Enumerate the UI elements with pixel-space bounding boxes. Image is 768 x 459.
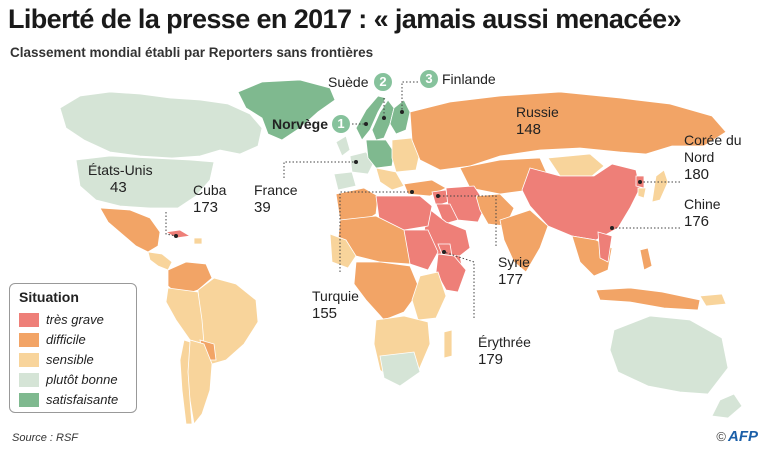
region-central-eu [365, 139, 395, 169]
rank-badge-1: 1 [332, 115, 350, 133]
legend-swatch [19, 373, 39, 387]
afp-logo: © AFP [716, 428, 758, 445]
label-syrie: Syrie 177 [498, 254, 530, 288]
leader-erythree [443, 251, 475, 318]
legend-item-difficile: difficile [19, 331, 131, 349]
country-name: Syrie [498, 254, 530, 270]
region-central-africa [353, 261, 421, 321]
region-peru-bol [165, 287, 205, 345]
region-vietnam [597, 231, 613, 263]
region-russia [409, 91, 727, 171]
country-name: Corée du Nord [684, 132, 742, 165]
country-rank: 180 [684, 166, 710, 183]
label-chine: Chine 176 [684, 196, 721, 230]
legend-item-satisfaisante: satisfaisante [19, 391, 131, 409]
rank-badge-2: 2 [374, 73, 392, 91]
region-horn [435, 253, 467, 293]
label-finlande: Finlande [442, 71, 496, 87]
label-russie: Russie 148 [516, 104, 559, 138]
legend-item-tres-grave: très grave [19, 311, 131, 329]
legend-swatch [19, 313, 39, 327]
region-italy-balkans [375, 167, 405, 191]
country-name: Turquie [312, 288, 359, 304]
country-name: Érythrée [478, 334, 531, 350]
region-indonesia [595, 287, 701, 311]
country-rank: 43 [110, 179, 127, 196]
legend: Situation très grave difficile sensible … [9, 283, 137, 413]
region-cuba [164, 229, 192, 239]
region-japan [651, 169, 669, 203]
region-australia [609, 315, 729, 395]
country-name: États-Unis [88, 162, 153, 178]
country-name: Chine [684, 196, 721, 212]
region-south-africa [379, 351, 421, 387]
country-rank: 155 [312, 305, 338, 322]
country-rank: 177 [498, 271, 524, 288]
region-chile [179, 339, 193, 425]
page-title: Liberté de la presse en 2017 : « jamais … [8, 4, 682, 34]
leader-cuba [165, 212, 177, 237]
region-venezuela-col [167, 261, 213, 297]
legend-swatch [19, 393, 39, 407]
label-erythree: Érythrée 179 [478, 334, 531, 368]
label-turquie: Turquie 155 [312, 288, 359, 322]
region-central-am [147, 251, 173, 271]
leader-syrie [438, 195, 497, 246]
country-rank: 176 [684, 213, 710, 230]
legend-title: Situation [19, 289, 79, 305]
region-mongolia [547, 153, 605, 177]
region-skorea [637, 187, 647, 199]
country-rank: 39 [254, 199, 271, 216]
region-sudan [403, 229, 439, 271]
rank-badge-3: 3 [420, 70, 438, 88]
legend-label: satisfaisante [46, 392, 119, 407]
country-rank: 173 [193, 199, 219, 216]
label-suede: Suède [328, 74, 369, 90]
copyright-icon: © [716, 429, 726, 444]
legend-swatch [19, 333, 39, 347]
region-finland [389, 99, 411, 135]
source-note: Source : RSF [12, 432, 79, 444]
region-mexico [99, 207, 161, 253]
country-name: Cuba [193, 182, 227, 198]
legend-label: plutôt bonne [46, 372, 118, 387]
legend-swatch [19, 353, 39, 367]
region-china [521, 163, 641, 241]
region-norway [355, 95, 387, 141]
country-name: France [254, 182, 298, 198]
region-philippines [639, 247, 653, 271]
leader-finlande [401, 81, 418, 112]
region-uk [335, 135, 351, 157]
region-west-africa [329, 233, 357, 269]
region-india [499, 209, 549, 273]
legend-item-plutot-bonne: plutôt bonne [19, 371, 131, 389]
country-name: Russie [516, 104, 559, 120]
region-iberia [333, 171, 357, 191]
country-rank: 179 [478, 351, 504, 368]
region-canada [59, 91, 263, 159]
label-cuba: Cuba 173 [193, 182, 226, 216]
region-east-africa [411, 271, 447, 321]
region-nz [711, 393, 743, 419]
label-norvege: Norvège [272, 116, 329, 132]
legend-label: très grave [46, 312, 104, 327]
label-etats-unis: États-Unis 43 [88, 162, 153, 196]
region-madagascar [443, 329, 453, 359]
label-france: France 39 [254, 182, 298, 216]
afp-logo-text: AFP [728, 428, 758, 445]
legend-item-sensible: sensible [19, 351, 131, 369]
region-usa [75, 155, 215, 209]
legend-label: sensible [46, 352, 94, 367]
leader-france [283, 161, 356, 178]
legend-label: difficile [46, 332, 86, 347]
label-coree-du-nord: Corée du Nord 180 [684, 132, 754, 183]
region-iraq [435, 203, 459, 225]
region-greenland [237, 79, 336, 141]
country-rank: 148 [516, 121, 542, 138]
page-subtitle: Classement mondial établi par Reporters … [10, 45, 374, 60]
